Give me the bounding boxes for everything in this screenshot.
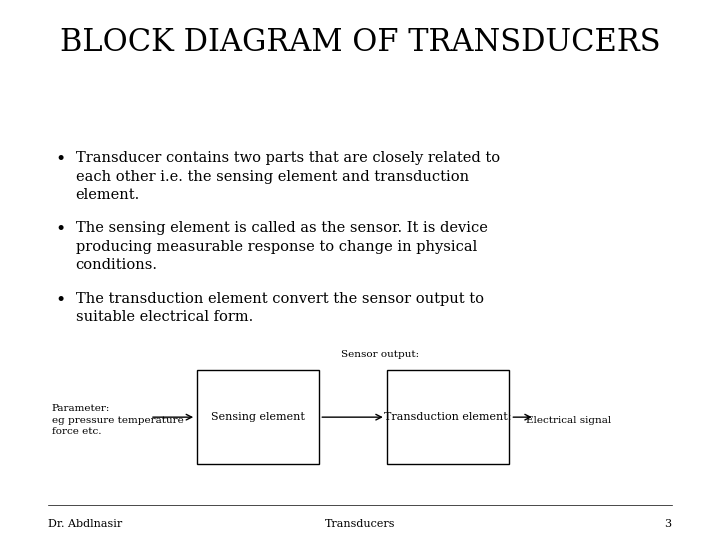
Text: •: •: [55, 292, 66, 308]
Text: The sensing element is called as the sensor. It is device
producing measurable r: The sensing element is called as the sen…: [76, 221, 487, 272]
Text: 3: 3: [665, 519, 672, 529]
Text: Sensor output:: Sensor output:: [341, 350, 419, 359]
Text: •: •: [55, 151, 66, 168]
Text: BLOCK DIAGRAM OF TRANSDUCERS: BLOCK DIAGRAM OF TRANSDUCERS: [60, 27, 660, 58]
Text: •: •: [55, 221, 66, 238]
Text: Electrical signal: Electrical signal: [526, 416, 611, 424]
Text: Dr. Abdlnasir: Dr. Abdlnasir: [48, 519, 122, 529]
Text: Transduction element:: Transduction element:: [384, 412, 512, 422]
Text: Sensing element: Sensing element: [212, 412, 305, 422]
FancyBboxPatch shape: [197, 370, 320, 464]
FancyBboxPatch shape: [387, 370, 509, 464]
Text: Transducers: Transducers: [325, 519, 395, 529]
Text: Transducer contains two parts that are closely related to
each other i.e. the se: Transducer contains two parts that are c…: [76, 151, 500, 202]
Text: The transduction element convert the sensor output to
suitable electrical form.: The transduction element convert the sen…: [76, 292, 484, 324]
Text: Parameter:
eg pressure temperature
force etc.: Parameter: eg pressure temperature force…: [52, 404, 184, 436]
